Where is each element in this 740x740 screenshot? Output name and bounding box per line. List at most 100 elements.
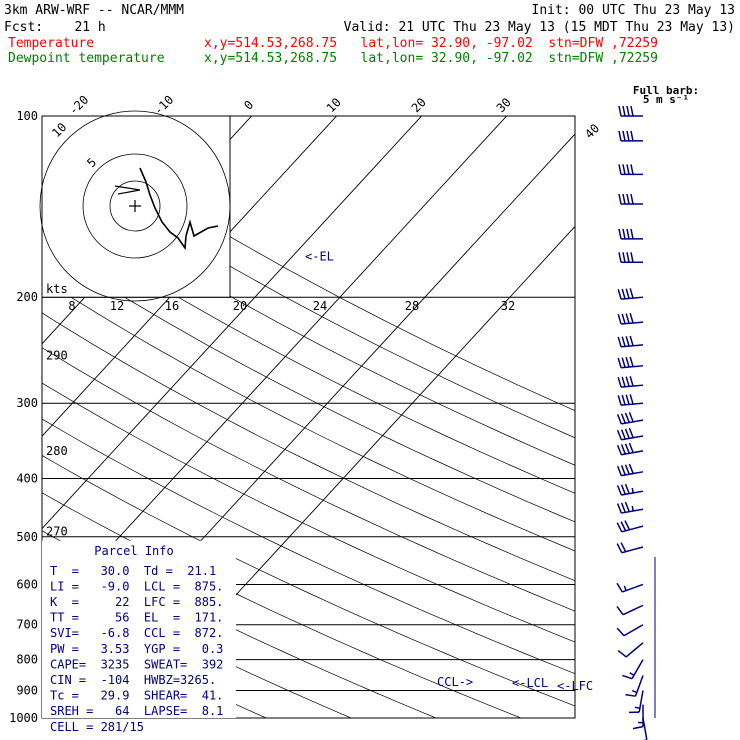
barb-flag <box>629 288 634 299</box>
diagram-grid: 100 200 300 400 500 600 700 800 900 1000 -20 -10 0 10… <box>0 93 602 728</box>
barb-flag <box>625 357 630 368</box>
wind-barb <box>617 356 644 369</box>
barb-half-flag <box>623 585 627 591</box>
barb-flag <box>617 289 622 300</box>
isotherm-label: 40 <box>582 121 602 141</box>
barb-flag <box>620 465 626 476</box>
wind-barb <box>642 717 648 740</box>
dry-adiabat-line <box>42 418 575 675</box>
barb-flag <box>622 130 626 142</box>
wind-barb <box>632 704 644 730</box>
barb-staff <box>638 690 644 713</box>
barb-flag <box>622 252 626 263</box>
barb-flag <box>622 105 626 117</box>
speed-tick-label: 32 <box>501 299 515 313</box>
barb-flag <box>620 521 627 532</box>
barb-flag <box>617 649 627 658</box>
barb-flag <box>630 252 634 263</box>
ccl-annotation: CCL-> <box>437 675 473 689</box>
dry-adiabat-line <box>42 278 575 552</box>
hodograph-trace <box>139 167 219 251</box>
barb-flag <box>625 376 630 387</box>
left-theta-label: 270 <box>46 524 68 538</box>
barb-staff <box>622 604 644 616</box>
wind-barb <box>616 412 644 425</box>
barb-flag <box>617 395 622 406</box>
pressure-label: 100 <box>16 109 38 123</box>
barb-flag <box>622 228 626 240</box>
wind-barb <box>616 520 644 533</box>
speed-tick-label: 8 <box>68 299 75 313</box>
pressure-label: 200 <box>16 290 38 304</box>
wind-barb <box>617 288 644 300</box>
plot-frame <box>41 115 576 719</box>
dry-adiabat-line <box>42 382 575 643</box>
barb-staff <box>623 624 644 637</box>
barb-flag <box>625 394 630 405</box>
init-time: Init: 00 UTC Thu 23 May 13 <box>532 3 736 18</box>
dry-adiabat-line <box>0 116 31 728</box>
barb-flag <box>628 442 634 453</box>
dry-adiabat-line <box>42 146 575 439</box>
wind-barb <box>618 228 643 240</box>
barb-flag <box>616 444 623 455</box>
temperature-location: x,y=514.53,268.75 lat,lon= 32.90, -97.02… <box>204 36 658 51</box>
parcel-info-row: CIN = -104 HWBZ=3265. <box>50 673 216 687</box>
parcel-info-row: LI = -9.0 LCL = 875. <box>50 579 223 593</box>
barb-flag <box>622 674 633 680</box>
wind-barb <box>617 335 644 348</box>
barb-staff <box>642 717 648 740</box>
hodograph-ring <box>39 110 231 302</box>
barb-staff <box>634 675 644 697</box>
pressure-label: 1000 <box>9 711 38 725</box>
barb-flag <box>624 520 631 531</box>
left-theta-label: 290 <box>46 349 68 363</box>
dry-adiabat-line <box>42 347 575 612</box>
barb-flag <box>621 357 626 368</box>
wind-barb <box>617 313 644 325</box>
barb-flag <box>629 394 634 405</box>
parcel-info-row: PW = 3.53 YGP = 0.3 <box>50 642 223 656</box>
hodograph-ring <box>82 153 188 259</box>
barb-flag <box>626 105 630 117</box>
wind-barb <box>618 105 643 117</box>
barb-flag <box>616 543 623 554</box>
barb-flag <box>616 465 623 476</box>
parcel-info-row: Tc = 29.9 SHEAR= 41. <box>50 689 223 703</box>
barb-flag <box>621 288 626 299</box>
wind-barb <box>616 442 644 456</box>
barb-flag <box>618 105 622 117</box>
isotherm-label: 10 <box>324 95 344 115</box>
isotherm-line <box>42 116 338 437</box>
barb-flag <box>626 130 630 142</box>
parcel-info-row: TT = 56 EL = 171. <box>50 611 223 625</box>
storm-motion-arrow <box>114 185 141 195</box>
barb-flag <box>630 193 634 205</box>
barb-flag <box>626 228 630 240</box>
barb-flag <box>617 314 622 325</box>
barb-flag <box>629 356 634 367</box>
barb-flag <box>624 501 630 512</box>
isotherm-line <box>42 116 423 530</box>
pressure-label: 700 <box>16 618 38 632</box>
barb-flag <box>629 335 634 346</box>
barb-flag <box>626 164 630 175</box>
valid-time: Valid: 21 UTC Thu 23 May 13 (15 MDT Thu … <box>344 20 735 35</box>
barb-flag <box>621 376 626 387</box>
barb-flag <box>632 725 644 730</box>
barb-flag <box>618 252 622 263</box>
parcel-info-title: Parcel Info <box>94 544 173 558</box>
parcel-info-box: Parcel Info T = 30.0 Td = 21.1LI = -9.0 L… <box>42 540 236 734</box>
hodograph-frame <box>41 115 231 298</box>
barb-flag <box>624 483 630 494</box>
barb-flag <box>629 313 634 324</box>
isotherm-label: 20 <box>409 95 429 115</box>
temperature-legend: Temperature <box>8 36 94 51</box>
pressure-label: 600 <box>16 577 38 591</box>
barb-flag <box>616 414 623 425</box>
dry-adiabat-line <box>42 178 575 466</box>
barb-half-flag <box>629 672 635 676</box>
barb-flag <box>617 357 622 368</box>
barb-flag <box>620 502 626 513</box>
parcel-info-row: SVI= -6.8 CCL = 872. <box>50 626 223 640</box>
